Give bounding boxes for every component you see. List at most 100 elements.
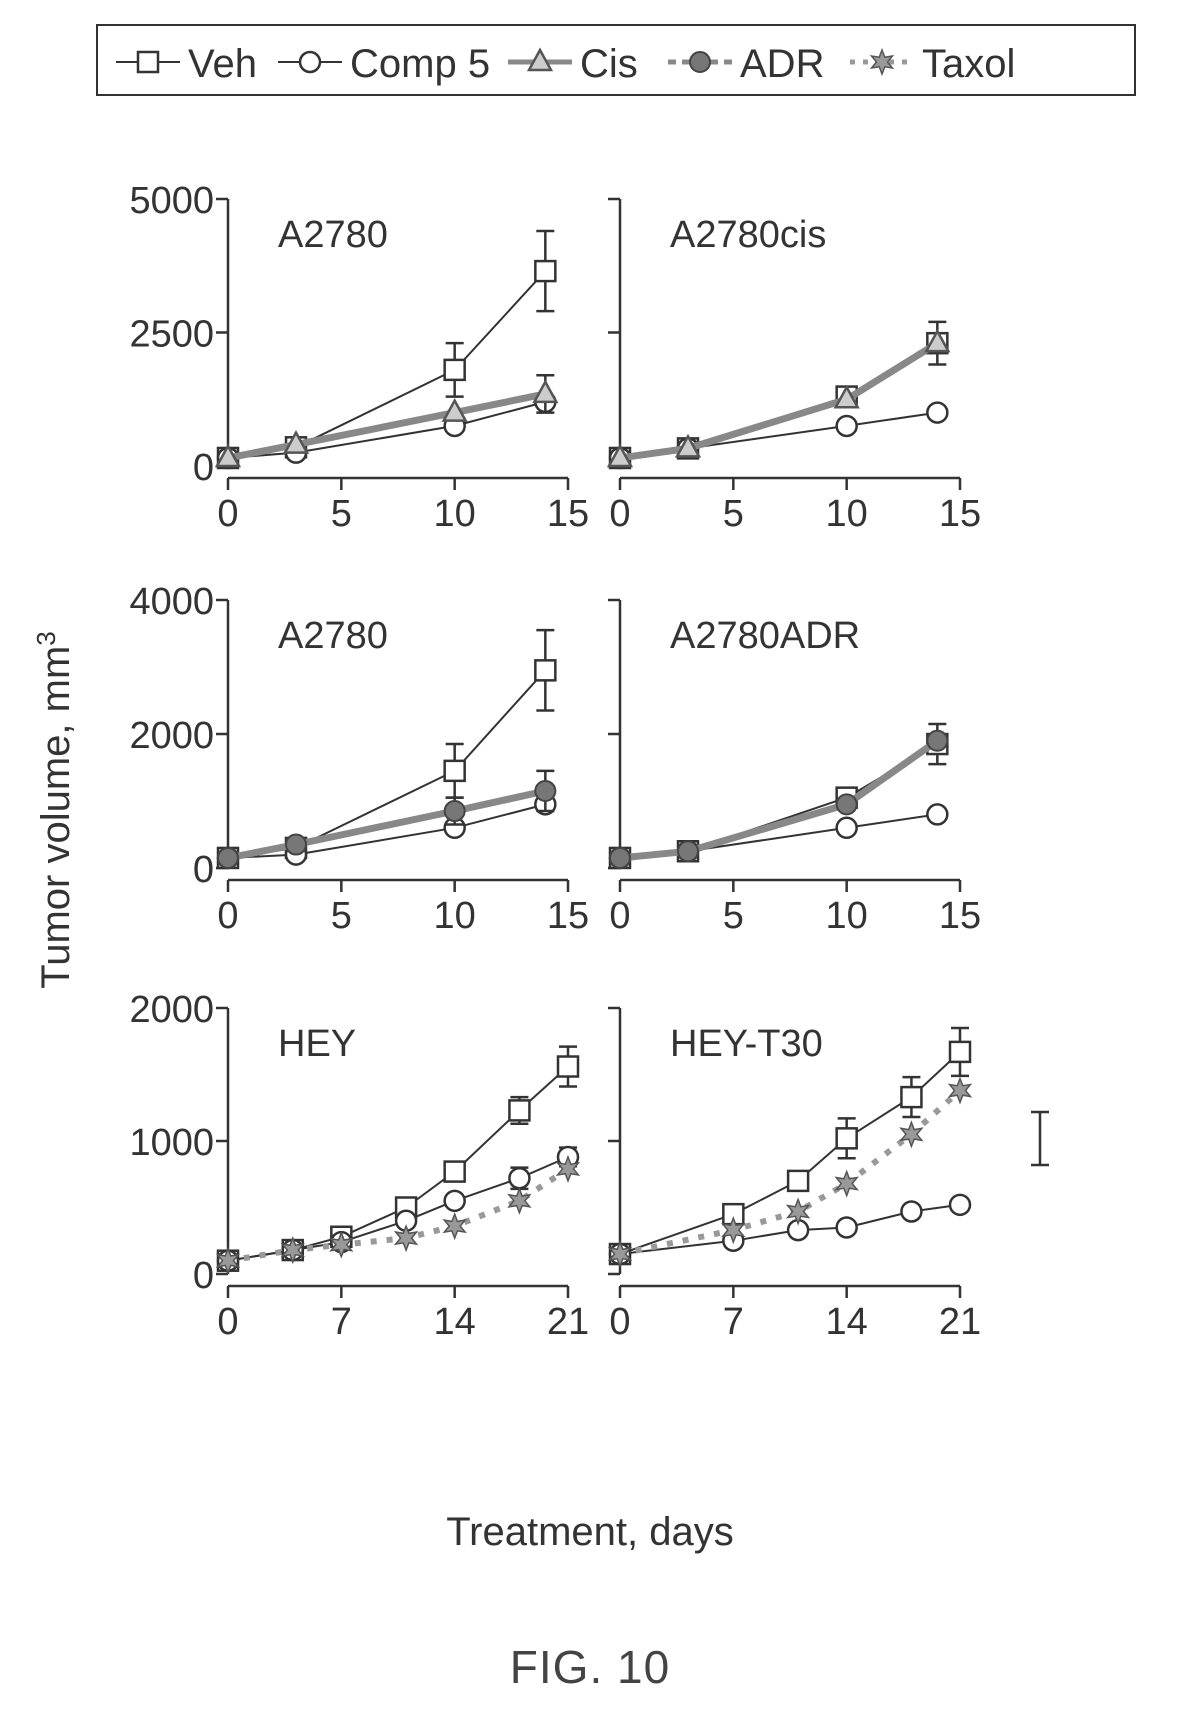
y-axis-title: Tumor volume, mm3: [31, 631, 79, 988]
legend-entry: Cis: [508, 42, 638, 86]
legend-marker: [298, 50, 322, 74]
series-taxol: [607, 1076, 973, 1269]
series-veh: [216, 229, 557, 470]
data-point: [534, 259, 557, 283]
data-point: [217, 846, 239, 869]
legend-entry: Veh: [116, 42, 257, 86]
series-line: [619, 737, 940, 862]
data-point: [282, 430, 310, 454]
data-point: [329, 1230, 354, 1259]
data-point: [948, 1193, 972, 1217]
x-tick-label: 0: [609, 1301, 630, 1343]
data-point: [834, 1169, 859, 1198]
data-point: [215, 1246, 241, 1275]
y-tick-label: 2000: [129, 989, 214, 1031]
data-point: [835, 793, 858, 816]
x-tick-label: 14: [434, 1301, 476, 1343]
data-point: [900, 1085, 923, 1109]
data-point: [507, 1186, 532, 1215]
data-point: [835, 414, 858, 438]
panel-title: HEY: [278, 1023, 356, 1065]
y-tick-label: 0: [193, 447, 214, 489]
series-veh: [216, 1045, 580, 1272]
panel-title: HEY-T30: [670, 1023, 823, 1065]
data-point: [534, 779, 557, 802]
data-point: [833, 384, 860, 409]
data-point: [926, 803, 949, 826]
x-tick-label: 7: [331, 1301, 352, 1343]
chart-panel: 0 1000 2000 0 7 14 21 HEY: [129, 989, 589, 1343]
series-line: [227, 669, 547, 859]
series-adr: [609, 729, 949, 869]
x-tick-label: 15: [939, 493, 981, 535]
scale-bar: [1031, 1110, 1049, 1167]
data-point: [443, 1160, 466, 1183]
chart-panel: 0 2000 4000 0 5 10 15 A2780: [129, 581, 589, 937]
y-axis-title-text: Tumor volume, mm: [34, 645, 79, 989]
series-line: [619, 342, 938, 459]
x-tick-label: 5: [723, 895, 744, 937]
y-tick-label: 2500: [129, 314, 214, 356]
data-point: [926, 729, 949, 752]
data-point: [674, 433, 702, 458]
legend-box: Veh Comp 5 Cis ADR Taxol: [96, 24, 1136, 96]
x-tick-label: 0: [217, 493, 238, 535]
x-tick-label: 15: [547, 493, 589, 535]
series-veh: [216, 628, 557, 870]
data-point: [393, 1223, 419, 1253]
series-line: [619, 1088, 963, 1257]
data-point: [280, 1235, 306, 1265]
data-point: [556, 1055, 580, 1078]
data-point: [785, 1197, 811, 1226]
data-point: [508, 1166, 531, 1190]
series-cis: [214, 373, 559, 468]
legend-marker: [526, 47, 554, 72]
chart-panel: 0 5 10 15 A2780cis: [606, 197, 981, 535]
legend-label: ADR: [740, 42, 824, 86]
data-point: [442, 1211, 467, 1241]
x-tick-label: 5: [331, 493, 352, 535]
series-veh: [608, 1026, 972, 1266]
chart-panel: 0 5 10 15 A2780ADR: [608, 598, 981, 937]
panel-title: A2780: [278, 615, 388, 657]
data-point: [721, 1215, 746, 1245]
x-tick-label: 5: [723, 493, 744, 535]
series-taxol: [215, 1154, 581, 1275]
data-point: [534, 659, 557, 682]
x-tick-label: 10: [826, 895, 868, 937]
series-veh: [608, 722, 949, 870]
legend-entries: Veh Comp 5 Cis ADR Taxol: [116, 42, 1015, 86]
data-point: [677, 840, 699, 863]
x-tick-label: 15: [939, 895, 981, 937]
x-tick-label: 10: [826, 493, 868, 535]
legend-marker: [689, 51, 711, 73]
legend-marker: [869, 47, 895, 77]
data-point: [443, 358, 466, 382]
data-point: [443, 800, 466, 823]
data-point: [948, 1040, 972, 1064]
panel-title: A2780: [278, 214, 388, 256]
x-tick-label: 14: [826, 1301, 868, 1343]
data-point: [926, 401, 949, 424]
data-point: [924, 328, 951, 353]
chart-panel: 0 2500 5000 0 5 10 15 A2780: [129, 180, 589, 535]
data-point: [441, 398, 468, 422]
legend-label: Cis: [580, 42, 638, 86]
series-veh: [608, 320, 949, 470]
series-line: [227, 1065, 569, 1262]
data-point: [900, 1200, 923, 1223]
series-line: [227, 787, 547, 862]
data-point: [508, 1099, 531, 1122]
series-line: [227, 270, 547, 459]
data-point: [835, 1216, 858, 1239]
legend-label: Taxol: [922, 42, 1015, 86]
x-tick-label: 10: [434, 493, 476, 535]
x-tick-label: 10: [434, 895, 476, 937]
series-line: [227, 803, 546, 859]
x-tick-label: 0: [217, 1301, 238, 1343]
figure-caption: FIG. 10: [509, 1641, 671, 1693]
y-tick-label: 5000: [129, 180, 214, 222]
legend-entry: Comp 5: [278, 42, 490, 86]
series-cis: [606, 328, 951, 468]
